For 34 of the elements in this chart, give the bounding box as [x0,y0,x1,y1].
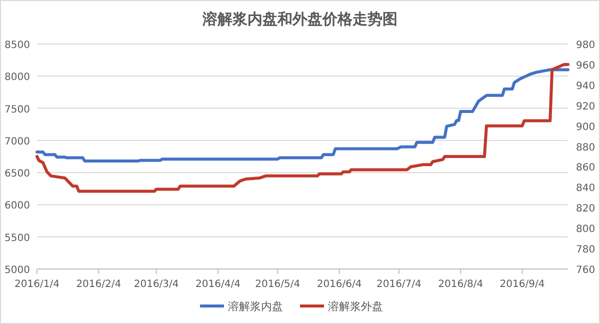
x-tick-label: 2016/9/4 [500,279,545,290]
x-tick-label: 2016/2/4 [76,279,122,290]
y2-tick-label: 880 [576,142,596,154]
y-tick-label: 6000 [4,200,30,212]
y2-tick-label: 960 [576,60,596,72]
legend-label: 溶解浆外盘 [328,300,383,313]
y-tick-label: 5000 [4,265,30,276]
y2-tick-label: 800 [576,224,596,236]
x-tick-label: 2016/4/4 [196,279,240,290]
y2-tick-label: 860 [576,162,596,174]
y-tick-label: 8000 [4,72,30,84]
y2-tick-label: 780 [576,244,596,256]
x-tick-label: 2016/5/4 [255,279,300,290]
y-tick-label: 7500 [4,104,30,116]
x-tick-label: 2016/7/4 [376,279,422,290]
line-series [36,62,570,193]
y-tick-label: 5500 [4,232,30,244]
x-tick-label: 2016/8/4 [438,279,484,290]
y2-tick-label: 840 [576,183,596,194]
y2-tick-label: 820 [576,204,596,215]
x-tick-label: 2016/3/4 [134,279,179,290]
y2-tick-label: 760 [576,265,596,276]
chart-title: 溶解浆内盘和外盘价格走势图 [202,10,398,28]
y2-tick-label: 900 [576,122,596,133]
x-tick-label: 2016/1/4 [14,279,60,290]
legend-label: 溶解浆内盘 [228,300,283,313]
y-tick-label: 8500 [4,40,30,51]
y2-tick-label: 920 [576,101,596,112]
y-tick-label: 7000 [4,136,30,148]
y2-tick-label: 940 [576,80,596,92]
y2-tick-label: 980 [576,40,596,51]
y-tick-label: 6500 [4,168,30,180]
x-tick-label: 2016/6/4 [316,279,362,290]
line-series [36,68,570,162]
